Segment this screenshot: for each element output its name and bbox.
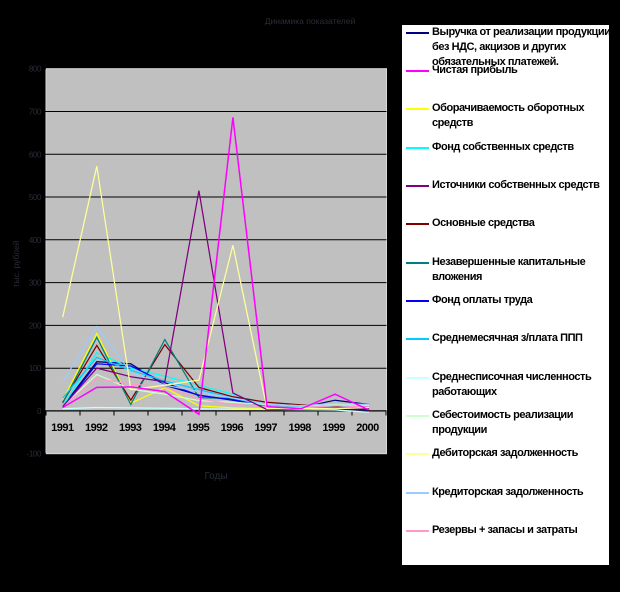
svg-text:1997: 1997 — [255, 422, 278, 434]
svg-text:700: 700 — [29, 108, 42, 117]
svg-text:500: 500 — [29, 193, 42, 202]
svg-text:1999: 1999 — [322, 422, 345, 434]
svg-text:-100: -100 — [27, 450, 42, 459]
svg-text:1995: 1995 — [187, 422, 210, 434]
svg-text:1998: 1998 — [288, 422, 311, 434]
svg-text:800: 800 — [29, 65, 42, 74]
svg-text:600: 600 — [29, 150, 42, 159]
svg-text:300: 300 — [29, 279, 42, 288]
svg-text:0: 0 — [37, 407, 42, 416]
svg-text:200: 200 — [29, 321, 42, 330]
svg-text:тыс. рублей: тыс. рублей — [11, 240, 21, 287]
svg-text:100: 100 — [29, 364, 42, 373]
svg-text:Годы: Годы — [204, 471, 227, 482]
svg-text:1993: 1993 — [119, 422, 142, 434]
svg-text:400: 400 — [29, 236, 42, 245]
svg-text:1991: 1991 — [51, 422, 74, 434]
svg-text:Динамика показателей: Динамика показателей — [265, 16, 356, 26]
svg-text:1992: 1992 — [85, 422, 108, 434]
svg-text:1996: 1996 — [221, 422, 244, 434]
svg-text:1994: 1994 — [153, 422, 177, 434]
svg-text:2000: 2000 — [356, 422, 379, 434]
